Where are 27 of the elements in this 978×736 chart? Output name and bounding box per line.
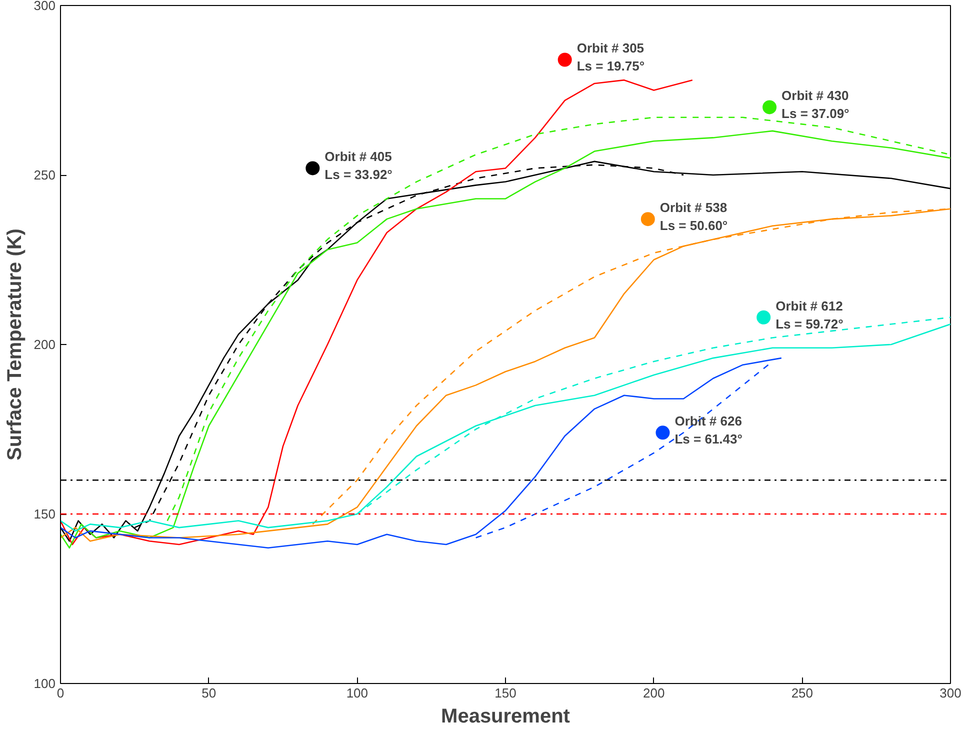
series-label: Orbit # 538 Ls = 50.60° [660, 200, 728, 234]
x-tick-label: 200 [642, 686, 665, 700]
series-label: Orbit # 612 Ls = 59.72° [776, 298, 844, 332]
x-axis-title: Measurement [441, 706, 570, 728]
y-tick-label: 200 [34, 337, 56, 352]
y-axis-title: Surface Temperature (K) [4, 228, 26, 460]
series-label: Orbit # 405 Ls = 33.92° [324, 149, 392, 182]
y-tick-label: 100 [34, 676, 56, 691]
x-tick-label: 50 [202, 686, 216, 700]
line-series [60, 357, 782, 549]
point [762, 100, 777, 114]
y-tick-label: 150 [34, 506, 56, 522]
x-tick-label: 150 [494, 686, 516, 700]
point [306, 161, 320, 176]
x-tick-label: 100 [346, 686, 368, 700]
point [558, 52, 572, 67]
x-tick-label: 250 [791, 686, 814, 700]
x-tick-label: 300 [940, 686, 962, 700]
x-tick-label: 0 [56, 686, 64, 700]
y-tick-label: 250 [34, 168, 56, 182]
point [640, 212, 655, 226]
point [656, 426, 670, 440]
series-label: Orbit # 305 Ls = 19.75° [576, 40, 645, 74]
series-label: Orbit # 626 Ls = 61.43° [674, 414, 742, 447]
y-tick-label: 300 [34, 0, 56, 13]
series-label: Orbit # 430 Ls = 37.09° [782, 88, 850, 122]
point [756, 310, 771, 324]
